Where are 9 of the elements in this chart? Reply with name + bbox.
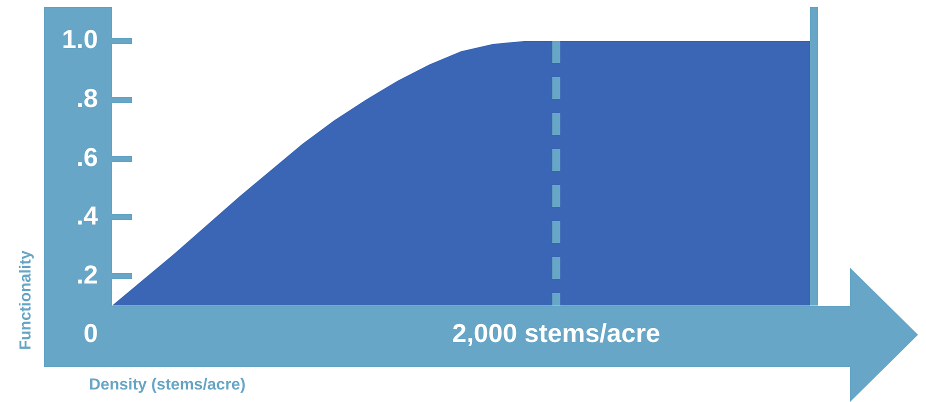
- y-tick-label: .4: [76, 200, 99, 231]
- y-tick-label: .6: [76, 142, 98, 172]
- y-tick-label: 0: [84, 318, 98, 348]
- y-tick-label: .2: [76, 259, 98, 290]
- y-axis-title: Functionality: [17, 250, 34, 350]
- y-tick-label: 1.0: [62, 24, 98, 54]
- y-tick-label: .8: [76, 82, 98, 113]
- x-axis-title: Density (stems/acre): [89, 376, 246, 394]
- x-tick-label: 2,000 stems/acre: [452, 318, 660, 348]
